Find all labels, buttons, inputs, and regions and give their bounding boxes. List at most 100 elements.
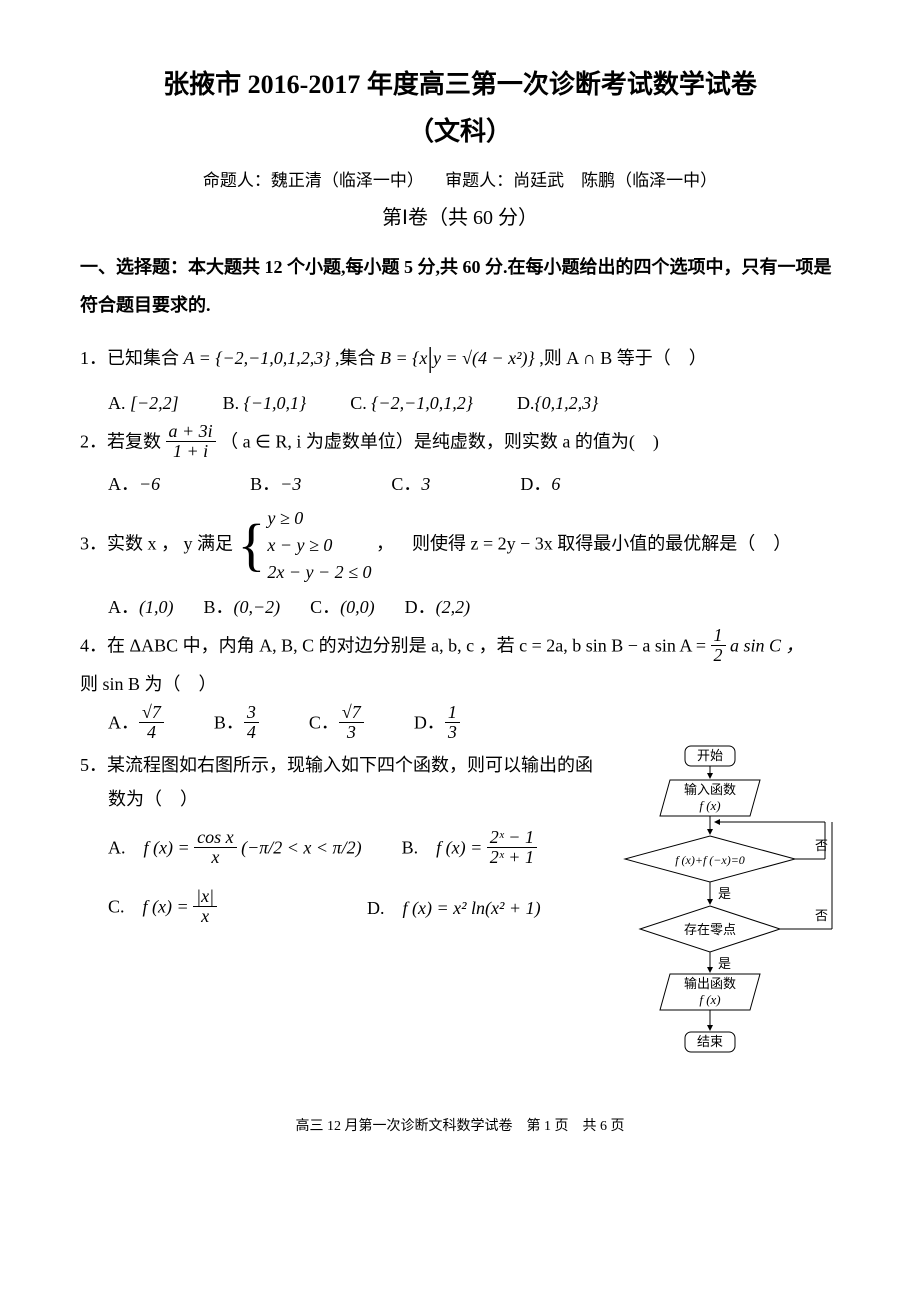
q3-text-post: ， 则使得 z = 2y − 3x 取得最小值的最优解是（ ）	[376, 534, 791, 554]
q5-opt-B: B. f (x) = 2ˣ − 12ˣ + 1	[402, 830, 537, 869]
q2-opt-C: C．3	[391, 467, 430, 501]
q4-D-num: 1	[445, 703, 460, 723]
q4-frac-num: 1	[711, 626, 726, 646]
q1-text-pre: 1．已知集合	[80, 348, 184, 368]
svg-text:否: 否	[815, 908, 828, 923]
q4-B-den: 4	[244, 723, 259, 742]
q4-frac-den: 2	[711, 646, 726, 665]
q5-opt-D: D. f (x) = x² ln(x² + 1)	[367, 891, 541, 925]
authors-line: 命题人：魏正清（临泽一中） 审题人：尚廷武 陈鹏（临泽一中）	[80, 165, 840, 197]
q5-D-label: D.	[367, 898, 403, 918]
svg-text:是: 是	[718, 956, 731, 971]
q5-A-num: cos x	[194, 828, 236, 848]
q4-C-num: √7	[339, 703, 364, 723]
q3-opt-D: D．(2,2)	[405, 590, 471, 624]
q3-opt-B: B．(0,−2)	[204, 590, 281, 624]
q4-D-den: 3	[445, 723, 460, 742]
q4-opt-B: B．34	[214, 705, 259, 744]
q4-A-num: √7	[139, 703, 164, 723]
q3-D-val: (2,2)	[436, 597, 471, 617]
q2-D-val: 6	[551, 474, 560, 494]
q2-frac-num: a + 3i	[166, 422, 216, 442]
q1-setB: B = {x|y = √(4 − x²)}	[380, 348, 539, 368]
q5-B-num: 2ˣ − 1	[487, 828, 537, 848]
page-footer: 高三 12 月第一次诊断文科数学试卷 第 1 页 共 6 页	[80, 1114, 840, 1141]
svg-text:f (x): f (x)	[699, 798, 720, 813]
q5-C-den: x	[193, 907, 217, 926]
q1-D-val: {0,1,2,3}	[534, 393, 598, 413]
q5-A-lhs: f (x) =	[144, 838, 195, 858]
svg-text:结束: 结束	[697, 1034, 723, 1049]
q1-A-val: [−2,2]	[130, 393, 179, 413]
q5-A-dom: (−π/2 < x < π/2)	[237, 838, 362, 858]
q4-A-den: 4	[139, 723, 164, 742]
q3-sys-line2: x − y ≥ 0	[267, 532, 371, 559]
q3-text-pre: 3．实数 x ， y 满足	[80, 534, 238, 554]
q3-B-val: (0,−2)	[234, 597, 281, 617]
q5-opt-A: A. f (x) = cos xx (−π/2 < x < π/2)	[108, 830, 362, 869]
q2-text-post: （ a ∈ R, i 为虚数单位）是纯虚数，则实数 a 的值为( )	[220, 432, 659, 452]
flowchart-svg: 开始 输入函数 f (x) f (x)+f (−x)=0 否 是 存在零点 否	[610, 744, 840, 1084]
q2-frac-den: 1 + i	[166, 442, 216, 461]
svg-text:否: 否	[815, 838, 828, 853]
q5-A-label: A.	[108, 838, 144, 858]
q1-opt-B: B. {−1,0,1}	[223, 386, 307, 420]
fc-start-text: 开始	[697, 748, 723, 763]
svg-text:f (x)+f (−x)=0: f (x)+f (−x)=0	[675, 853, 745, 867]
q3-options: A．(1,0) B．(0,−2) C．(0,0) D．(2,2)	[80, 590, 840, 624]
q2-A-val: −6	[139, 474, 160, 494]
q3-opt-C: C．(0,0)	[310, 590, 375, 624]
q2-B-val: −3	[280, 474, 301, 494]
q5-A-den: x	[194, 848, 236, 867]
q2-C-val: 3	[421, 474, 430, 494]
q3-sys-line1: y ≥ 0	[267, 505, 371, 532]
q2-fraction: a + 3i 1 + i	[166, 422, 216, 461]
q2-text-pre: 2．若复数	[80, 432, 166, 452]
q4-opt-A: A．√74	[108, 705, 164, 744]
q4-options: A．√74 B．34 C．√73 D．13	[80, 705, 840, 744]
q1-opt-C: C. {−2,−1,0,1,2}	[350, 386, 473, 420]
q5-B-label: B.	[402, 838, 437, 858]
q5-stem-line1: 5．某流程图如右图所示，现输入如下四个函数，则可以输出的函	[80, 755, 593, 775]
question-3: 3．实数 x ， y 满足 { y ≥ 0 x − y ≥ 0 2x − y −…	[80, 505, 840, 586]
q2-opt-A: A．−6	[108, 467, 160, 501]
q2-opt-D: D．6	[520, 467, 560, 501]
q3-A-val: (1,0)	[139, 597, 174, 617]
part-label: 第Ⅰ卷（共 60 分）	[80, 199, 840, 237]
q3-C-val: (0,0)	[340, 597, 375, 617]
q5-opt-C: C. f (x) = |x|x	[108, 889, 217, 928]
question-5: 5．某流程图如右图所示，现输入如下四个函数，则可以输出的函 数为（ ）	[80, 748, 610, 816]
section-1-heading: 一、选择题：本大题共 12 个小题,每小题 5 分,共 60 分.在每小题给出的…	[80, 249, 840, 325]
question-1: 1．已知集合 A = {−2,−1,0,1,2,3} ,集合 B = {x|y …	[80, 329, 840, 382]
q1-options: A. [−2,2] B. {−1,0,1} C. {−2,−1,0,1,2} D…	[80, 386, 840, 420]
question-2: 2．若复数 a + 3i 1 + i （ a ∈ R, i 为虚数单位）是纯虚数…	[80, 424, 840, 463]
q5-B-lhs: f (x) =	[436, 838, 487, 858]
q3-system: { y ≥ 0 x − y ≥ 0 2x − y − 2 ≤ 0	[238, 505, 372, 586]
q5-stem-line2: 数为（ ）	[80, 782, 610, 816]
q5-B-den: 2ˣ + 1	[487, 848, 537, 867]
svg-text:f (x): f (x)	[699, 992, 720, 1007]
q3-opt-A: A．(1,0)	[108, 590, 174, 624]
q5-C-lhs: f (x) =	[143, 897, 194, 917]
q4-opt-D: D．13	[414, 705, 460, 744]
page-title-line1: 张掖市 2016-2017 年度高三第一次诊断考试数学试卷	[80, 60, 840, 109]
q4-text-pre: 4．在 ΔABC 中，内角 A, B, C 的对边分别是 a, b, c ，若 …	[80, 636, 711, 656]
q4-line2: 则 sin B 为（ ）	[80, 674, 217, 694]
svg-text:输出函数: 输出函数	[684, 976, 736, 991]
q1-text-post: ,则 A ∩ B 等于（ ）	[539, 348, 707, 368]
q1-opt-A: A. [−2,2]	[108, 386, 179, 420]
q4-B-num: 3	[244, 703, 259, 723]
q5-C-label: C.	[108, 897, 143, 917]
svg-text:是: 是	[718, 886, 731, 901]
flowchart: 开始 输入函数 f (x) f (x)+f (−x)=0 否 是 存在零点 否	[610, 744, 840, 1084]
question-4: 4．在 ΔABC 中，内角 A, B, C 的对边分别是 a, b, c ，若 …	[80, 628, 840, 701]
svg-text:存在零点: 存在零点	[684, 922, 736, 937]
q4-C-den: 3	[339, 723, 364, 742]
q1-setA: A = {−2,−1,0,1,2,3}	[184, 348, 331, 368]
q1-B-val: {−1,0,1}	[244, 393, 307, 413]
q4-fraction: 12	[711, 626, 726, 665]
q4-opt-C: C．√73	[309, 705, 364, 744]
q5-C-num: |x|	[193, 887, 217, 907]
page-title-line2: （文科）	[80, 107, 840, 156]
q1-C-val: {−2,−1,0,1,2}	[371, 393, 473, 413]
